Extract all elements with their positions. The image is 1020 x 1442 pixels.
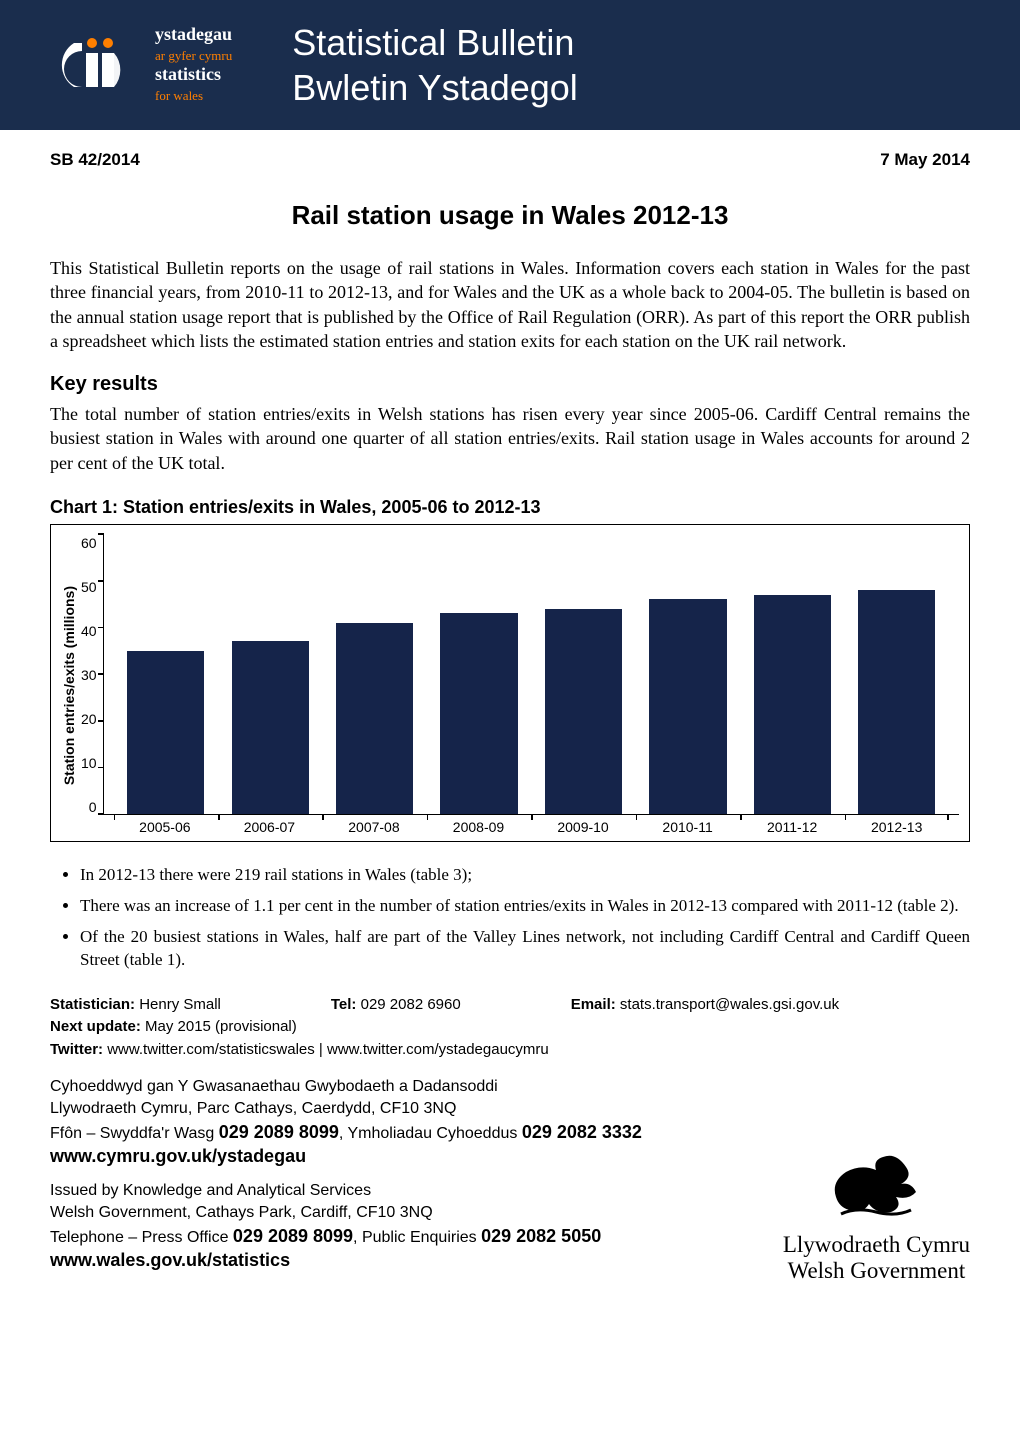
chart-x-tick: 2012-13 bbox=[844, 819, 949, 835]
bulletin-ref: SB 42/2014 bbox=[50, 150, 140, 170]
chart-y-tick: 60 bbox=[81, 535, 97, 551]
chart-bar bbox=[232, 641, 309, 814]
bullet-item: In 2012-13 there were 219 rail stations … bbox=[80, 864, 970, 887]
stats-wales-logo: ystadegau ar gyfer cymru statistics for … bbox=[40, 25, 232, 104]
chart-y-tick: 50 bbox=[81, 579, 97, 595]
chart-x-tick: 2005-06 bbox=[113, 819, 218, 835]
chart-title: Chart 1: Station entries/exits in Wales,… bbox=[50, 497, 970, 518]
chart-bar bbox=[440, 613, 517, 814]
chart-y-ticks: 60 50 40 30 20 10 0 bbox=[81, 535, 103, 815]
page-title: Rail station usage in Wales 2012-13 bbox=[50, 200, 970, 231]
contact-tel: Tel: 029 2082 6960 bbox=[331, 994, 461, 1017]
statistician: Statistician: Henry Small bbox=[50, 994, 221, 1017]
chart-bar-group bbox=[218, 641, 322, 814]
chart-bar bbox=[649, 599, 726, 814]
contact-twitter: Twitter: www.twitter.com/statisticswales… bbox=[50, 1039, 970, 1062]
chart-x-tick: 2009-10 bbox=[531, 819, 636, 835]
key-results-bullets: In 2012-13 there were 219 rail stations … bbox=[50, 864, 970, 972]
chart-y-tick: 10 bbox=[81, 755, 97, 771]
logo-icon bbox=[40, 35, 140, 95]
footer: Cyhoeddwyd gan Y Gwasanaethau Gwybodaeth… bbox=[50, 1076, 970, 1284]
chart-y-tick: 0 bbox=[81, 799, 97, 815]
chart-plot-area bbox=[103, 535, 959, 815]
contact-block: Statistician: Henry Small Tel: 029 2082 … bbox=[50, 994, 970, 1062]
chart-bar bbox=[336, 623, 413, 814]
chart-bar bbox=[858, 590, 935, 814]
logo-text: ystadegau ar gyfer cymru statistics for … bbox=[155, 25, 232, 104]
chart-y-tick: 30 bbox=[81, 667, 97, 683]
chart-bar bbox=[127, 651, 204, 814]
bullet-item: Of the 20 busiest stations in Wales, hal… bbox=[80, 926, 970, 972]
chart-bar-group bbox=[322, 623, 426, 814]
chart-bar-group bbox=[636, 599, 740, 814]
chart-y-axis-label: Station entries/exits (millions) bbox=[61, 586, 77, 785]
chart-1: Station entries/exits (millions) 60 50 40 3… bbox=[50, 524, 970, 842]
chart-x-tick: 2011-12 bbox=[740, 819, 845, 835]
gov-name-cy: Llywodraeth Cymru bbox=[783, 1232, 970, 1258]
chart-x-tick: 2006-07 bbox=[217, 819, 322, 835]
banner-title: Statistical Bulletin Bwletin Ystadegol bbox=[292, 20, 578, 110]
bullet-item: There was an increase of 1.1 per cent in… bbox=[80, 895, 970, 918]
footer-english: Issued by Knowledge and Analytical Servi… bbox=[50, 1180, 642, 1272]
intro-paragraph: This Statistical Bulletin reports on the… bbox=[50, 256, 970, 353]
welsh-government-logo: Llywodraeth Cymru Welsh Government bbox=[783, 1142, 970, 1285]
key-results-body: The total number of station entries/exit… bbox=[50, 402, 970, 475]
chart-x-ticks: 2005-062006-072007-082008-092009-102010-… bbox=[103, 819, 959, 835]
chart-x-tick: 2010-11 bbox=[635, 819, 740, 835]
header-banner: ystadegau ar gyfer cymru statistics for … bbox=[0, 0, 1020, 130]
chart-bar-group bbox=[427, 613, 531, 814]
meta-row: SB 42/2014 7 May 2014 bbox=[50, 150, 970, 170]
bulletin-date: 7 May 2014 bbox=[880, 150, 970, 170]
chart-bar-group bbox=[740, 595, 844, 814]
chart-x-tick: 2008-09 bbox=[426, 819, 531, 835]
chart-bar-group bbox=[845, 590, 949, 814]
chart-x-tick: 2007-08 bbox=[322, 819, 427, 835]
chart-bar bbox=[754, 595, 831, 814]
dragon-icon bbox=[821, 1142, 931, 1227]
chart-y-tick: 20 bbox=[81, 711, 97, 727]
footer-welsh: Cyhoeddwyd gan Y Gwasanaethau Gwybodaeth… bbox=[50, 1076, 642, 1168]
chart-bar-group bbox=[114, 651, 218, 814]
chart-y-tick: 40 bbox=[81, 623, 97, 639]
key-results-heading: Key results bbox=[50, 373, 970, 396]
chart-bar-group bbox=[531, 609, 635, 814]
chart-bar bbox=[545, 609, 622, 814]
next-update: Next update: May 2015 (provisional) bbox=[50, 1016, 970, 1039]
gov-name-en: Welsh Government bbox=[783, 1258, 970, 1284]
contact-email: Email: stats.transport@wales.gsi.gov.uk bbox=[571, 994, 839, 1017]
